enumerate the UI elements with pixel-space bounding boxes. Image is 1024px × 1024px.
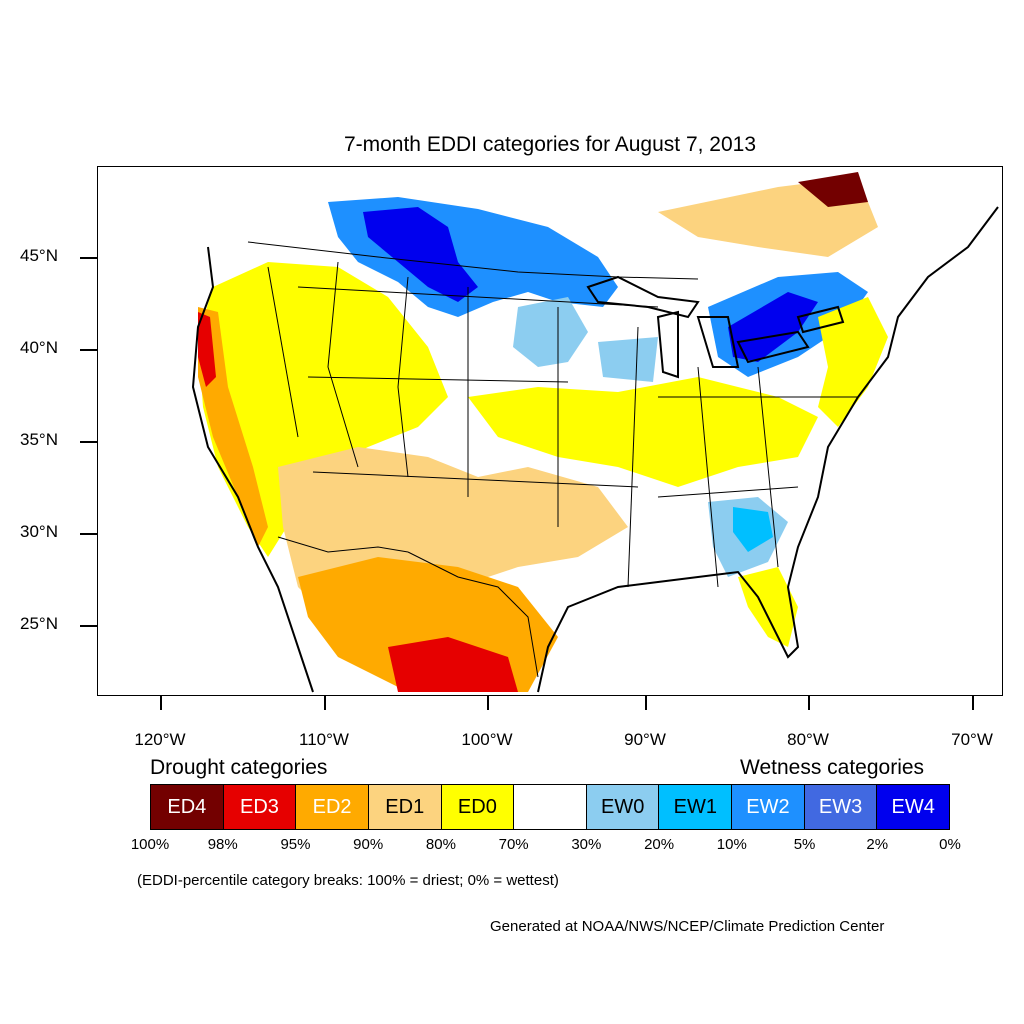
legend-swatch-ed2: ED2 <box>296 785 369 829</box>
lon-tick <box>324 696 326 710</box>
wetness-region-iowa <box>598 337 658 382</box>
lat-label-35: 35°N <box>20 430 58 449</box>
lon-label-80: 80°W <box>787 730 829 749</box>
lat-tick <box>80 625 97 627</box>
conus-eddi-map <box>191 172 999 693</box>
drought-region-mexico-core <box>388 637 518 692</box>
break-label: 80% <box>425 836 456 853</box>
credit-line: Generated at NOAA/NWS/NCEP/Climate Predi… <box>490 918 885 935</box>
map-frame <box>97 166 1003 696</box>
drought-categories-title: Drought categories <box>150 756 328 779</box>
break-label: 30% <box>571 836 602 853</box>
break-label: 70% <box>498 836 529 853</box>
wetness-region-northern-plains-core <box>363 207 478 302</box>
lat-tick <box>80 441 97 443</box>
drought-region-midwest <box>468 377 818 487</box>
lon-tick <box>160 696 162 710</box>
lat-label-40: 40°N <box>20 338 58 357</box>
category-legend: ED4 ED3 ED2 ED1 ED0 EW0 EW1 EW2 EW3 EW4 <box>150 784 950 830</box>
lon-label-70: 70°W <box>951 730 993 749</box>
drought-region-west-coast-core <box>198 312 216 387</box>
map-title: 7-month EDDI categories for August 7, 20… <box>343 133 757 156</box>
wetness-region-southeast-core <box>733 507 773 552</box>
lat-label-30: 30°N <box>20 522 58 541</box>
drought-region-west <box>198 262 448 557</box>
lon-tick <box>972 696 974 710</box>
legend-swatch-ew0: EW0 <box>586 785 660 829</box>
lon-label-120: 120°W <box>134 730 186 749</box>
state-boundaries <box>247 241 858 678</box>
legend-swatch-ew3: EW3 <box>804 785 878 829</box>
break-label: 20% <box>644 836 675 853</box>
lon-tick <box>808 696 810 710</box>
lon-tick <box>487 696 489 710</box>
lon-tick <box>645 696 647 710</box>
break-label: 100% <box>130 836 170 853</box>
lon-label-110: 110°W <box>299 730 349 749</box>
legend-swatch-neutral <box>514 785 587 829</box>
legend-swatch-ed4: ED4 <box>151 785 224 829</box>
lat-tick <box>80 257 97 259</box>
lat-tick <box>80 349 97 351</box>
break-label: 10% <box>716 836 747 853</box>
lon-label-100: 100°W <box>461 730 513 749</box>
lon-label-90: 90°W <box>624 730 666 749</box>
category-breaks-note: (EDDI-percentile category breaks: 100% =… <box>137 872 559 889</box>
drought-region-canada-east-core <box>798 172 868 207</box>
drought-region-west-coast <box>198 307 268 547</box>
lat-label-45: 45°N <box>20 246 58 265</box>
break-label: 90% <box>353 836 384 853</box>
coastlines <box>191 206 999 693</box>
break-label: 95% <box>280 836 311 853</box>
legend-swatch-ew4: EW4 <box>877 785 950 829</box>
lat-tick <box>80 533 97 535</box>
wetness-region-minnesota <box>513 297 588 367</box>
wetness-region-great-lakes-core <box>728 292 818 362</box>
wetness-categories-title: Wetness categories <box>740 756 925 779</box>
break-label: 0% <box>939 836 961 853</box>
drought-region-northeast <box>818 297 888 427</box>
break-label: 98% <box>207 836 238 853</box>
legend-swatch-ew2: EW2 <box>732 785 805 829</box>
legend-swatch-ed0: ED0 <box>441 785 515 829</box>
break-label: 2% <box>866 836 889 853</box>
drought-region-florida <box>738 567 798 647</box>
lat-label-25: 25°N <box>20 614 58 633</box>
legend-swatch-ed1: ED1 <box>368 785 442 829</box>
break-label: 5% <box>793 836 816 853</box>
legend-swatch-ed3: ED3 <box>223 785 297 829</box>
legend-swatch-ew1: EW1 <box>659 785 733 829</box>
